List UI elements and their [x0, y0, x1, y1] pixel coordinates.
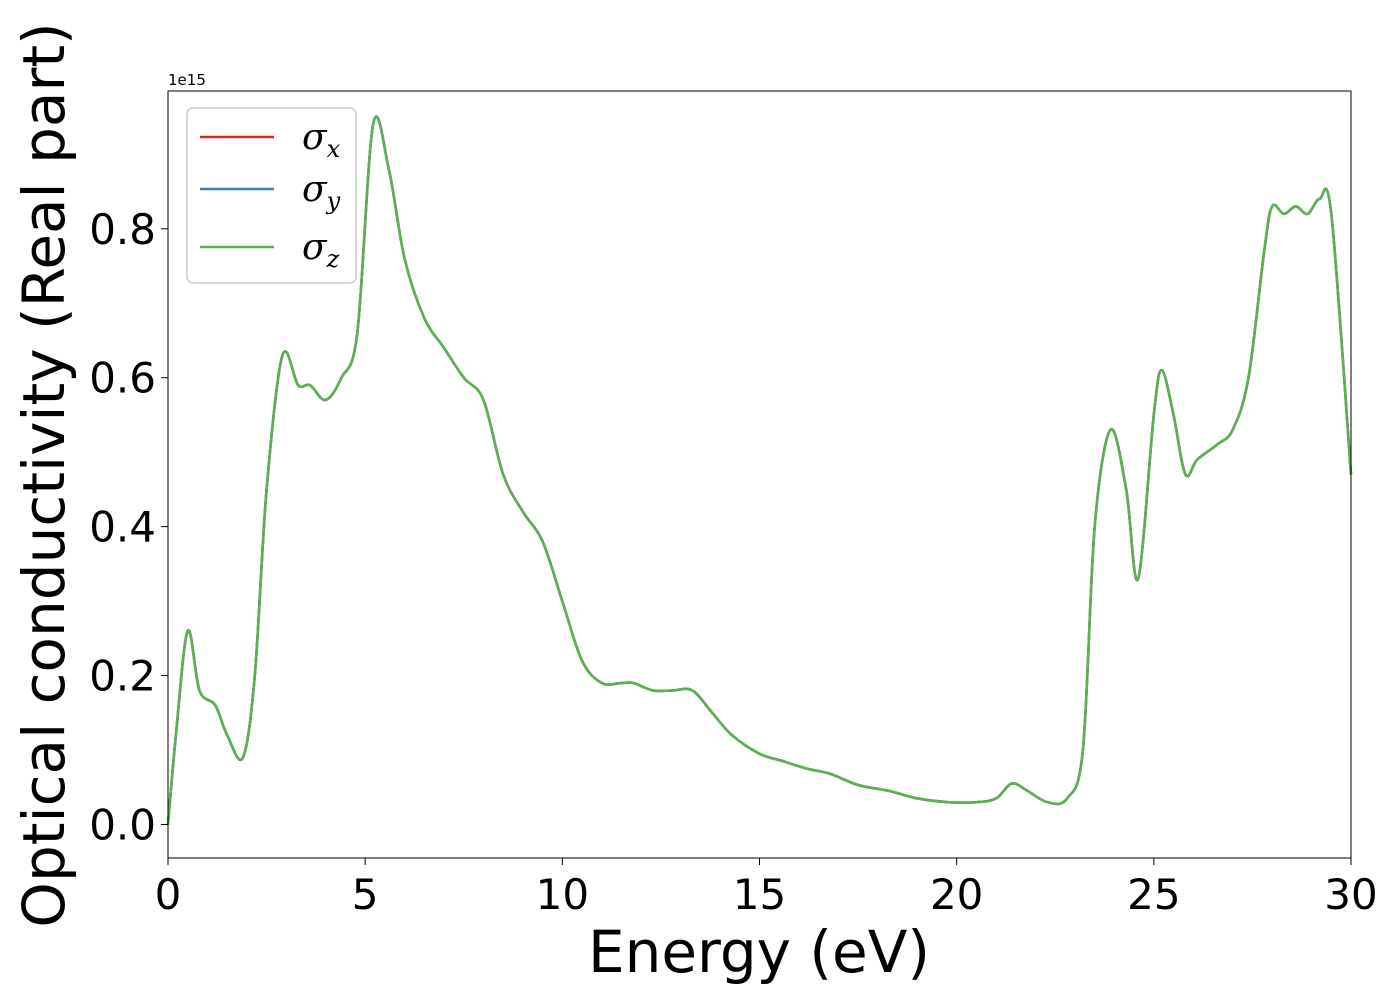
y-axis: 0.0 0.2 0.4 0.6 0.8 — [89, 205, 168, 849]
series-layer — [166, 115, 1353, 825]
y-tick-label: 0.4 — [89, 503, 156, 552]
y-axis-label: Optical conductivity (Real part) — [10, 22, 78, 927]
y-tick-label: 0.2 — [89, 652, 156, 701]
x-tick-label: 25 — [1127, 870, 1180, 919]
legend: σx σy σz — [186, 107, 357, 284]
y-offset-label: 1e15 — [168, 71, 206, 89]
y-tick-label: 0.8 — [89, 205, 156, 254]
legend-label-y: σy — [302, 169, 341, 215]
x-tick-label: 30 — [1324, 870, 1377, 919]
x-tick-label: 15 — [733, 870, 786, 919]
y-tick-label: 0.6 — [89, 354, 156, 403]
legend-label-x: σx — [302, 117, 341, 163]
y-tick-label: 0.0 — [89, 800, 156, 849]
x-tick-label: 0 — [155, 870, 182, 919]
x-tick-label: 5 — [352, 870, 379, 919]
legend-label-z: σz — [302, 227, 340, 273]
x-tick-label: 10 — [536, 870, 589, 919]
series-line-sigma-z — [166, 115, 1353, 825]
legend-box — [186, 107, 357, 284]
x-tick-label: 20 — [930, 870, 983, 919]
x-axis-label: Energy (eV) — [588, 918, 930, 986]
x-axis: 0 5 10 15 20 25 30 — [155, 858, 1378, 919]
